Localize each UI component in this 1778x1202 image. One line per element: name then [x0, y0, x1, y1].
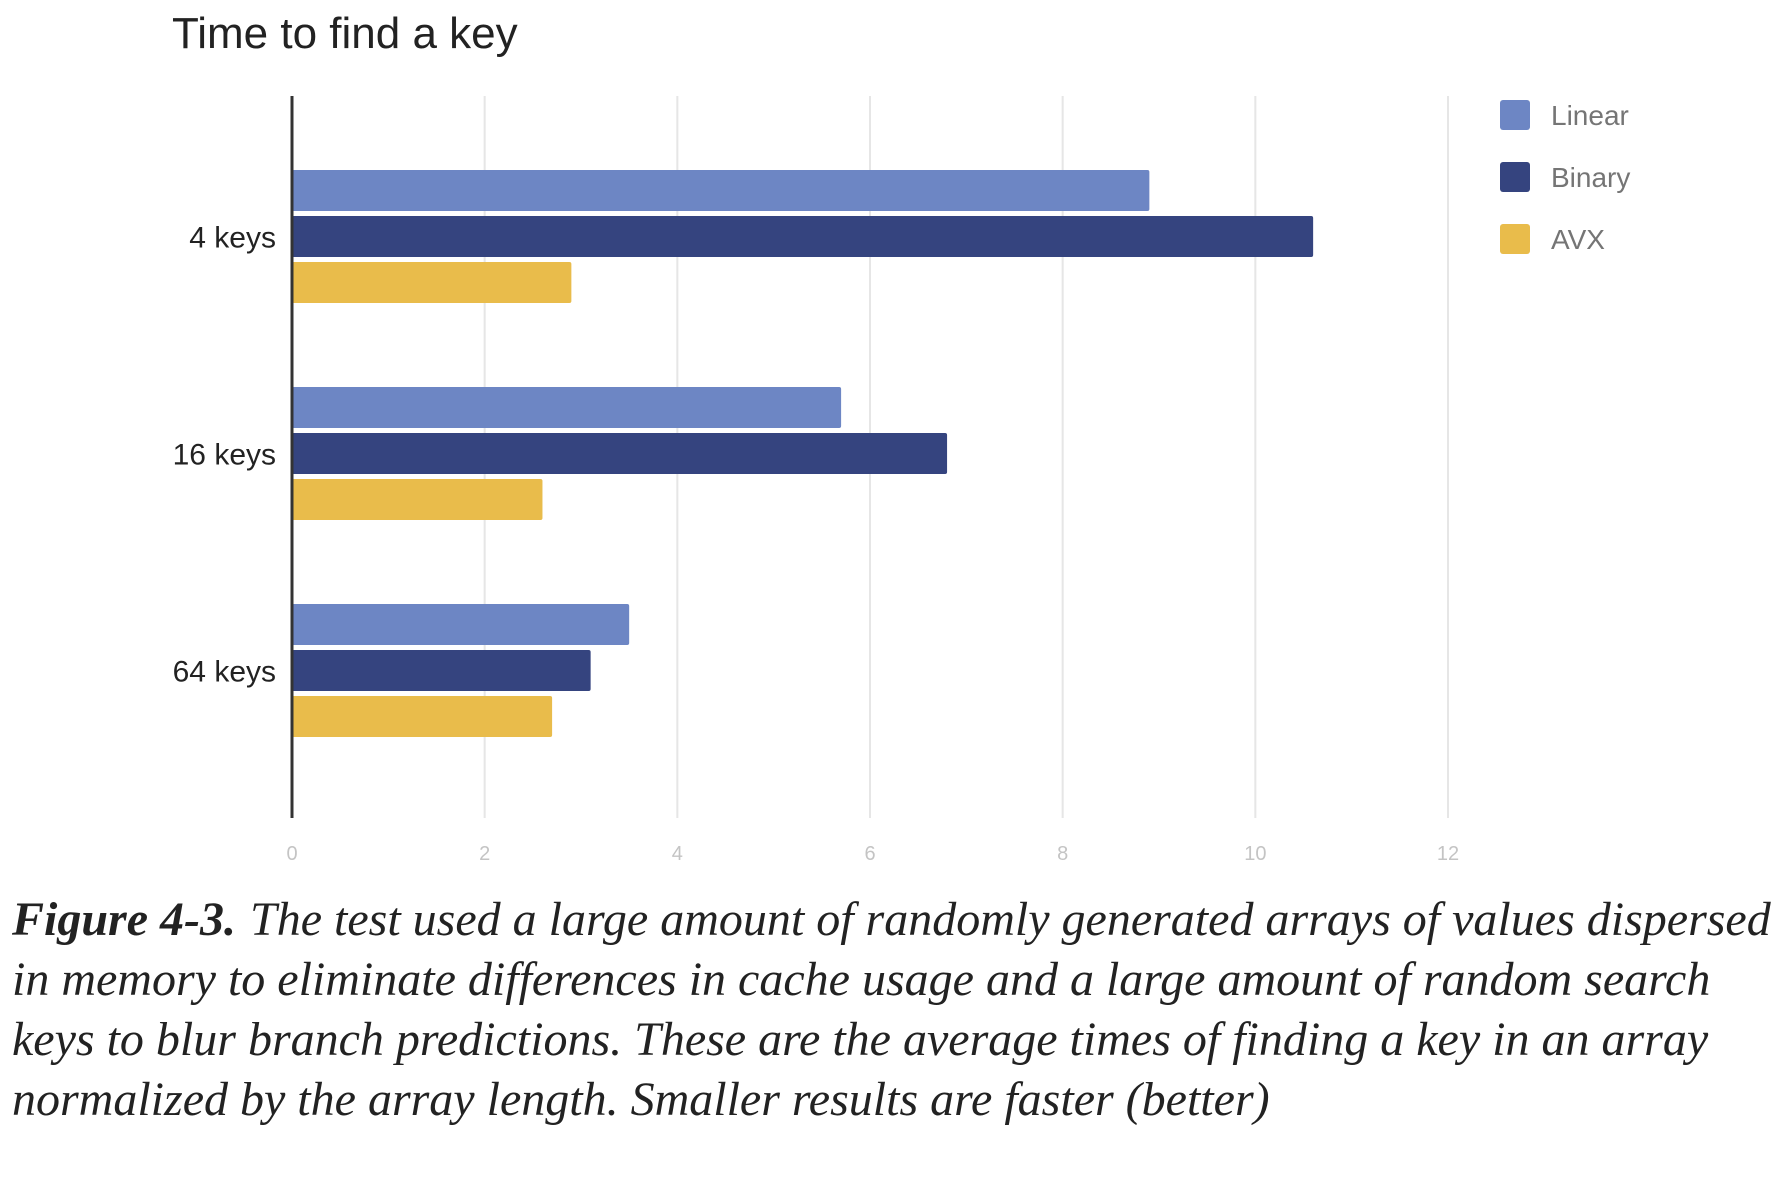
- figure-caption: Figure 4-3. The test used a large amount …: [12, 890, 1772, 1130]
- legend-swatch: [1500, 100, 1530, 130]
- x-tick-label: 12: [1437, 843, 1459, 865]
- bar-avx: [292, 479, 543, 520]
- figure-label: Figure 4-3.: [12, 893, 237, 946]
- legend-label: Binary: [1551, 162, 1630, 193]
- x-tick-label: 8: [1057, 843, 1068, 865]
- bar-chart: Time to find a key 4 keys 16 keys 6 4 keys …: [172, 9, 1630, 865]
- bar-linear: [292, 387, 842, 428]
- category-labels: 4 keys 16 keys 64 keys: [173, 222, 276, 689]
- bar-linear: [292, 170, 1150, 211]
- bar-avx: [292, 696, 553, 737]
- category-label: 4 keys: [189, 222, 276, 255]
- legend-label: AVX: [1551, 224, 1605, 255]
- x-tick-label: 10: [1244, 843, 1266, 865]
- category-label: 64 keys: [173, 656, 276, 689]
- bars: [292, 170, 1314, 737]
- legend-label: Linear: [1551, 100, 1629, 131]
- bar-linear: [292, 604, 630, 645]
- bar-avx: [292, 262, 572, 303]
- chart-title: Time to find a key: [172, 9, 518, 58]
- legend: Linear Binary AVX: [1500, 100, 1630, 255]
- x-tick-label: 6: [864, 843, 875, 865]
- legend-swatch: [1500, 162, 1530, 192]
- legend-swatch: [1500, 224, 1530, 254]
- x-tick-label: 2: [479, 843, 490, 865]
- category-label: 16 keys: [173, 439, 276, 472]
- bar-binary: [292, 650, 591, 691]
- x-tick-labels: 0 2 4 6 8 10 12: [286, 843, 1459, 865]
- x-tick-label: 0: [286, 843, 297, 865]
- x-tick-label: 4: [672, 843, 683, 865]
- bar-binary: [292, 433, 948, 474]
- figure-caption-text: The test used a large amount of randomly…: [12, 893, 1771, 1126]
- bar-binary: [292, 216, 1314, 257]
